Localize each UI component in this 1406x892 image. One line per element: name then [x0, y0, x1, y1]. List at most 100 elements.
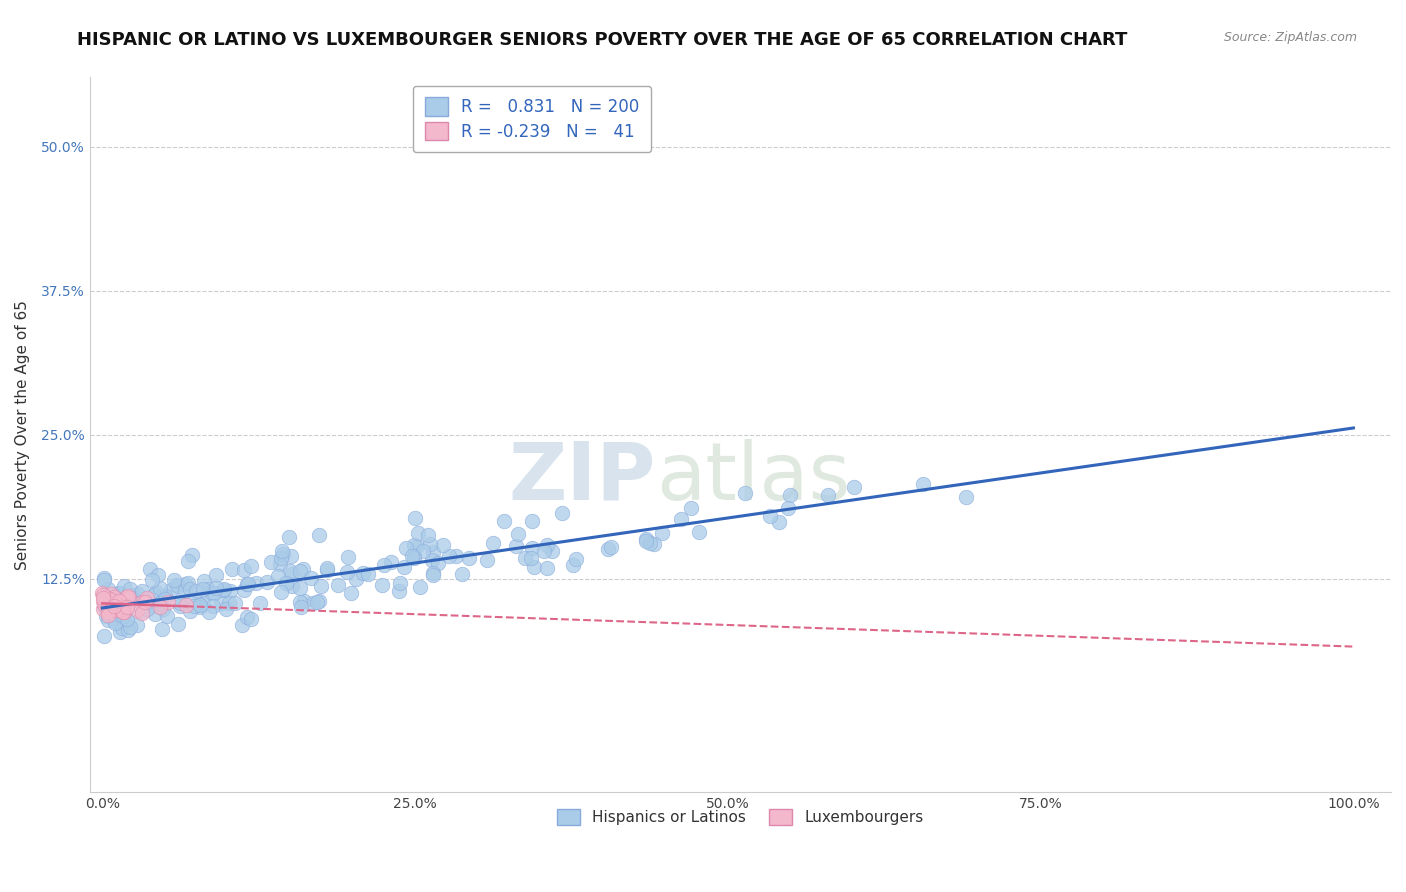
Point — [111, 603, 134, 617]
Point — [174, 583, 197, 598]
Point — [370, 577, 392, 591]
Point — [121, 591, 143, 606]
Point — [183, 599, 205, 613]
Point — [451, 567, 474, 582]
Point — [536, 538, 558, 552]
Point — [388, 584, 411, 599]
Point — [505, 539, 527, 553]
Point — [150, 622, 173, 636]
Point — [212, 582, 235, 596]
Point — [97, 582, 120, 596]
Point — [127, 603, 149, 617]
Point — [190, 598, 212, 612]
Point — [392, 559, 415, 574]
Point — [93, 602, 115, 616]
Text: ZIP: ZIP — [509, 439, 655, 516]
Point — [131, 584, 153, 599]
Point — [236, 577, 259, 591]
Point — [112, 608, 135, 623]
Point — [191, 582, 214, 596]
Point — [188, 597, 211, 611]
Point — [817, 488, 839, 502]
Point — [107, 585, 129, 599]
Point — [269, 557, 291, 571]
Point — [91, 589, 114, 603]
Point — [679, 500, 702, 515]
Point — [94, 609, 117, 624]
Point — [561, 558, 583, 572]
Point — [131, 594, 153, 608]
Point — [494, 514, 516, 528]
Point — [596, 541, 619, 556]
Point — [153, 589, 176, 603]
Point — [299, 571, 322, 585]
Point — [103, 607, 125, 621]
Point — [152, 601, 174, 615]
Point — [179, 582, 201, 596]
Point — [636, 532, 658, 546]
Point — [271, 547, 294, 561]
Point — [93, 597, 115, 611]
Point — [108, 608, 131, 623]
Point — [188, 599, 211, 614]
Point — [93, 594, 115, 608]
Point — [270, 544, 292, 558]
Point — [267, 569, 290, 583]
Point — [636, 534, 658, 549]
Point — [212, 583, 235, 598]
Point — [104, 614, 127, 628]
Point — [101, 603, 124, 617]
Point — [232, 563, 254, 577]
Point — [105, 599, 128, 614]
Point — [536, 561, 558, 575]
Point — [221, 562, 243, 576]
Point — [337, 550, 360, 565]
Point — [669, 512, 692, 526]
Point — [108, 602, 131, 616]
Point — [395, 541, 418, 555]
Point — [97, 597, 120, 611]
Point — [93, 571, 115, 585]
Point — [121, 588, 143, 602]
Point — [432, 538, 454, 552]
Point — [201, 586, 224, 600]
Point — [97, 600, 120, 615]
Point — [218, 583, 240, 598]
Point — [406, 526, 429, 541]
Point — [600, 540, 623, 554]
Text: atlas: atlas — [655, 439, 851, 516]
Point — [307, 595, 329, 609]
Point — [336, 565, 359, 579]
Point — [288, 564, 311, 578]
Point — [768, 515, 790, 529]
Point — [139, 562, 162, 576]
Point — [121, 594, 143, 608]
Point — [482, 536, 505, 550]
Point — [419, 536, 441, 550]
Point — [224, 596, 246, 610]
Point — [204, 581, 226, 595]
Point — [96, 591, 118, 606]
Point — [146, 568, 169, 582]
Point — [776, 500, 799, 515]
Point — [108, 586, 131, 600]
Point — [93, 599, 115, 614]
Point — [105, 603, 128, 617]
Point — [688, 524, 710, 539]
Point — [115, 590, 138, 604]
Point — [422, 544, 444, 558]
Point — [110, 625, 132, 640]
Point — [911, 476, 934, 491]
Point — [177, 576, 200, 591]
Point — [643, 536, 665, 550]
Point — [308, 594, 330, 608]
Point — [134, 595, 156, 609]
Point — [181, 548, 204, 562]
Point — [477, 553, 499, 567]
Point — [155, 592, 177, 607]
Point — [260, 556, 283, 570]
Point — [110, 603, 132, 617]
Point — [165, 578, 187, 592]
Point — [111, 621, 134, 635]
Point — [167, 617, 190, 632]
